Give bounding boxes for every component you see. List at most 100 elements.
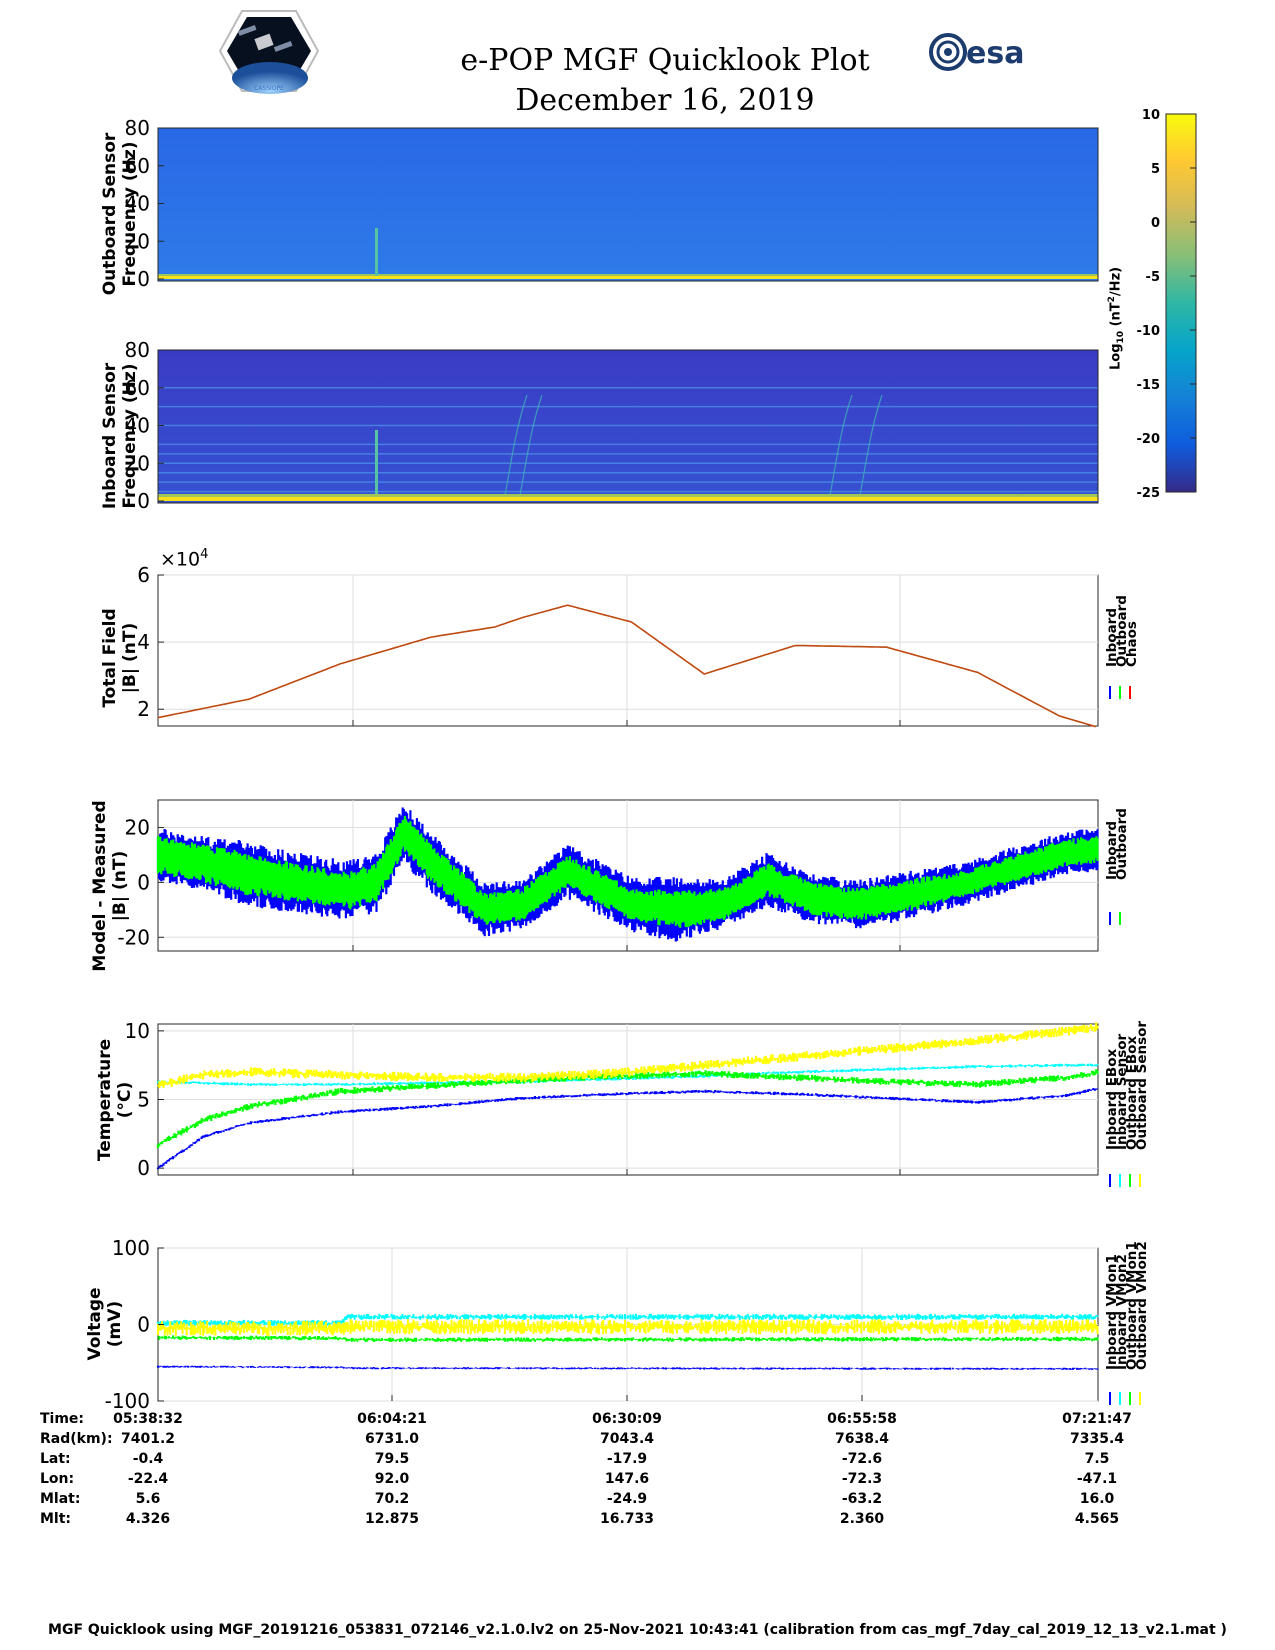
ephemeris-cell: 7335.4	[1069, 1431, 1125, 1447]
ephemeris-cell: 79.5	[374, 1451, 410, 1467]
temperature-panel: 10 5 0	[125, 1019, 1099, 1180]
model-measured-ytick-label: 0	[137, 870, 150, 894]
inboard-dispersive-feature	[504, 394, 528, 496]
voltage-ytick-label: -100	[105, 1389, 150, 1413]
ephemeris-row: Lon: -22.4 92.0 147.6 -72.3 -47.1	[0, 1471, 1275, 1491]
inboard-low-frequency-band	[158, 497, 1098, 501]
ephemeris-row: Lat: -0.4 79.5 -17.9 -72.6 7.5	[0, 1451, 1275, 1471]
voltage-ylabel: Voltage (mV)	[85, 1287, 125, 1361]
total-field-ytick-label: 6	[137, 563, 150, 587]
legend-color-swatch	[1119, 686, 1121, 699]
ephemeris-cell: 12.875	[364, 1511, 420, 1527]
legend-color-swatch	[1109, 1392, 1111, 1405]
temperature-ylabel: Temperature (°C)	[95, 1038, 135, 1162]
ephemeris-cell: -63.2	[841, 1491, 883, 1507]
inboard-dispersive-feature	[829, 394, 853, 496]
legend-entry: Outboard VMon2	[1134, 1241, 1150, 1370]
legend-color-swatch	[1109, 912, 1111, 925]
ephemeris-cell: 06:04:21	[357, 1411, 427, 1427]
inboard-dispersive-feature	[859, 394, 883, 496]
temperature-ytick-label: 5	[137, 1088, 150, 1112]
ephemeris-cell: 6731.0	[364, 1431, 420, 1447]
inboard-ylabel: Inboard Sensor Frequency (Hz)	[100, 362, 140, 510]
outboard-low-frequency-band	[158, 276, 1098, 279]
voltage-series-2	[157, 1335, 1099, 1342]
ephemeris-row-label: Time:	[40, 1411, 85, 1427]
colorbar-tick-label: 0	[1151, 216, 1160, 231]
ephemeris-cell: 7638.4	[834, 1431, 890, 1447]
voltage-ytick-label: 0	[137, 1313, 150, 1337]
total-field-panel: 6 4 2	[137, 563, 1099, 728]
ephemeris-cell: 7.5	[1084, 1451, 1110, 1467]
ephemeris-cell: 4.565	[1074, 1511, 1120, 1527]
temperature-series-3	[156, 1022, 1099, 1089]
voltage-series-0	[157, 1365, 1099, 1370]
legend-color-swatch	[1129, 1174, 1131, 1187]
inboard-spectral-feature	[375, 430, 378, 498]
outboard-ytick-label: 40	[125, 192, 150, 216]
voltage-series-3	[157, 1319, 1099, 1336]
legend-entry: Outboard	[1114, 808, 1130, 880]
ephemeris-cell: 147.6	[604, 1471, 650, 1487]
plot-date: December 16, 2019	[515, 83, 815, 118]
ephemeris-cell: 92.0	[374, 1471, 410, 1487]
esa-logo: esa	[929, 33, 1024, 71]
colorbar-label: Log10 (nT2/Hz)	[1107, 266, 1126, 370]
legend-color-swatch	[1109, 1174, 1111, 1187]
ephemeris-cell: 7401.2	[120, 1431, 176, 1447]
outboard-spectrogram-panel: 80 60 40 20 0	[125, 116, 1099, 291]
model-measured-series-outboard	[156, 816, 1099, 928]
inboard-ytick-label: 0	[137, 489, 150, 513]
inboard-ytick-label: 40	[125, 414, 150, 438]
ephemeris-cell: 2.360	[839, 1511, 885, 1527]
svg-text:CASSIOPE: CASSIOPE	[254, 85, 284, 92]
colorbar-gradient	[1165, 113, 1197, 493]
colorbar-tick-label: -10	[1137, 324, 1161, 339]
ephemeris-row: Time: 05:38:32 06:04:21 06:30:09 06:55:58 07:…	[0, 1411, 1275, 1431]
ephemeris-cell: -0.4	[132, 1451, 164, 1467]
total-field-ylabel: Total Field |B| (nT)	[100, 608, 140, 708]
legend-color-swatch	[1139, 1392, 1141, 1405]
outboard-ytick-label: 20	[125, 229, 150, 253]
ephemeris-cell: -17.9	[606, 1451, 648, 1467]
ephemeris-cell: 06:55:58	[827, 1411, 897, 1427]
outboard-spectrogram-image	[158, 128, 1098, 281]
ephemeris-cell: -72.6	[841, 1451, 883, 1467]
ephemeris-row-label: Lon:	[40, 1471, 75, 1487]
outboard-ytick-label: 80	[125, 116, 150, 140]
svg-text:esa: esa	[966, 36, 1024, 71]
colorbar-tick-label: 10	[1142, 108, 1160, 123]
ephemeris-cell: -47.1	[1076, 1471, 1118, 1487]
legend-color-swatch	[1109, 686, 1111, 699]
inboard-spectrogram-panel: 80 60 40 20 0	[125, 338, 1099, 513]
legend-color-swatch	[1129, 1392, 1131, 1405]
outboard-ytick-label: 0	[137, 267, 150, 291]
ephemeris-row-label: Mlat:	[40, 1491, 81, 1507]
plot-title: e-POP MGF Quicklook Plot	[460, 43, 870, 78]
model-measured-ylabel: Model - Measured |B| (nT)	[90, 800, 130, 972]
inboard-spectrogram-image	[158, 350, 1098, 503]
temperature-ytick-label: 0	[137, 1156, 150, 1180]
footer-caption: MGF Quicklook using MGF_20191216_053831_…	[48, 1622, 1227, 1638]
colorbar-tick-label: -20	[1137, 432, 1161, 447]
voltage-ytick-label: 100	[112, 1236, 150, 1260]
ephemeris-cell: 05:38:32	[113, 1411, 183, 1427]
legend-color-swatch	[1139, 1174, 1141, 1187]
ephemeris-cell: -22.4	[127, 1471, 169, 1487]
inboard-ytick-label: 20	[125, 451, 150, 475]
ephemeris-cell: -24.9	[606, 1491, 648, 1507]
total-field-exponent: ×104	[160, 547, 209, 571]
outboard-ytick-label: 60	[125, 154, 150, 178]
model-measured-panel: 20 0 -20	[117, 799, 1099, 952]
ephemeris-row-label: Rad(km):	[40, 1431, 113, 1447]
colorbar: 10 5 0 -5 -10 -15 -20 -25	[1137, 108, 1197, 501]
colorbar-tick-label: -15	[1137, 378, 1161, 393]
ephemeris-cell: 70.2	[374, 1491, 410, 1507]
colorbar-tick-label: -5	[1146, 270, 1160, 285]
ephemeris-cell: 4.326	[125, 1511, 171, 1527]
legend-color-swatch	[1119, 1174, 1121, 1187]
outboard-spectral-feature	[375, 228, 378, 276]
total-field-series-chaos	[157, 604, 1096, 728]
outboard-ylabel: Outboard Sensor Frequency (Hz)	[100, 132, 140, 296]
